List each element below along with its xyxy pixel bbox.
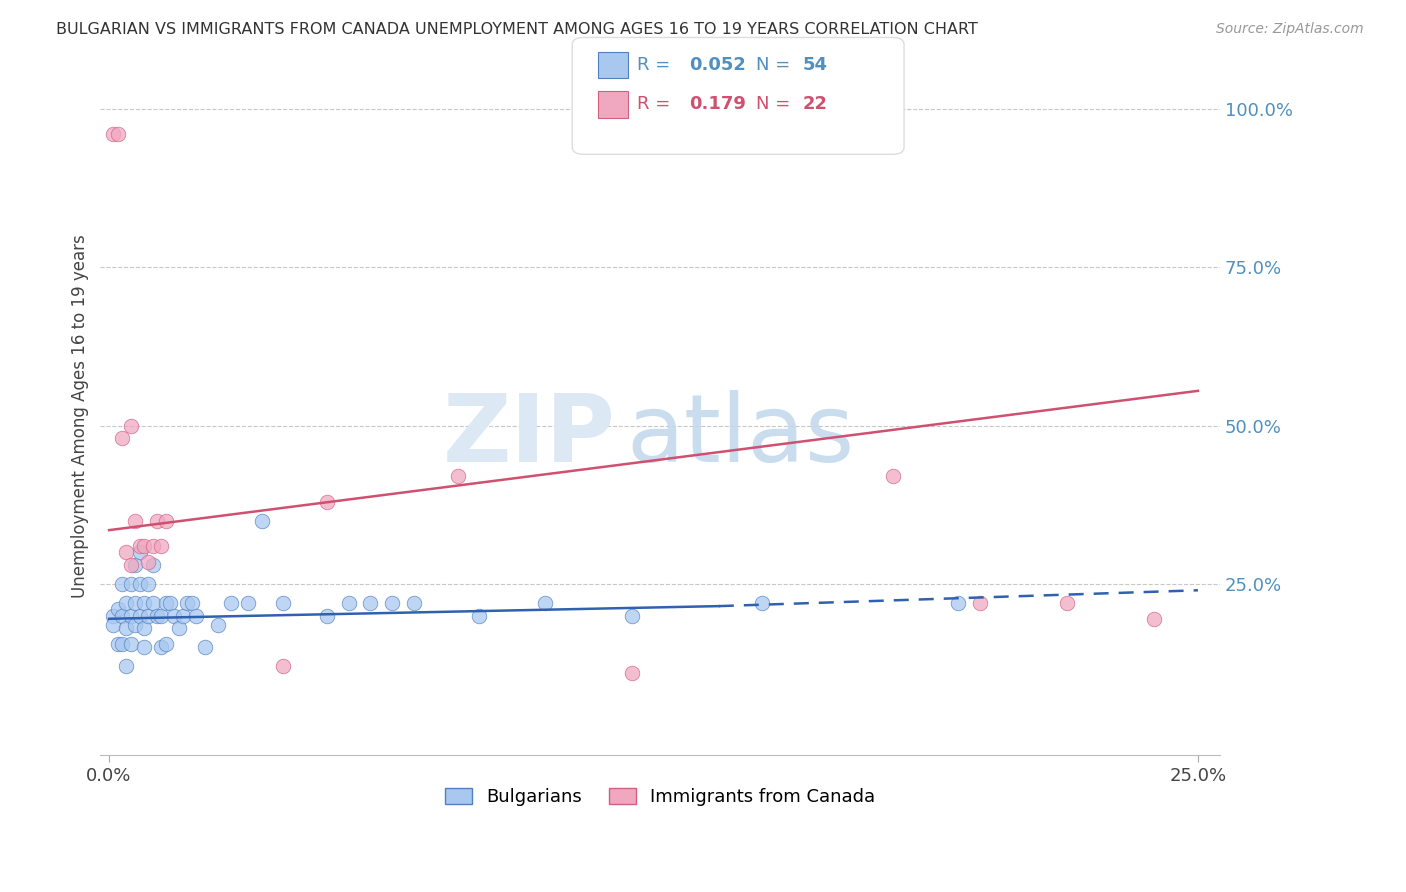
Point bbox=[163, 608, 186, 623]
Point bbox=[107, 602, 129, 616]
Point bbox=[180, 596, 202, 610]
Point bbox=[250, 514, 273, 528]
Point bbox=[155, 637, 177, 651]
Point bbox=[128, 539, 150, 553]
Point bbox=[359, 596, 381, 610]
Point bbox=[969, 596, 991, 610]
Point bbox=[124, 618, 146, 632]
Point bbox=[155, 596, 177, 610]
Point bbox=[103, 128, 125, 142]
Y-axis label: Unemployment Among Ages 16 to 19 years: Unemployment Among Ages 16 to 19 years bbox=[72, 235, 89, 598]
Point bbox=[207, 618, 229, 632]
Legend: Bulgarians, Immigrants from Canada: Bulgarians, Immigrants from Canada bbox=[437, 780, 883, 814]
Point bbox=[172, 608, 194, 623]
Point bbox=[132, 621, 155, 635]
Point bbox=[194, 640, 217, 655]
Point bbox=[107, 637, 129, 651]
Text: N =: N = bbox=[756, 95, 790, 113]
Point bbox=[176, 596, 198, 610]
Point bbox=[120, 577, 142, 591]
Point bbox=[159, 596, 181, 610]
Text: Source: ZipAtlas.com: Source: ZipAtlas.com bbox=[1216, 22, 1364, 37]
Point bbox=[124, 596, 146, 610]
Point bbox=[128, 577, 150, 591]
Point bbox=[120, 608, 142, 623]
Point bbox=[882, 469, 904, 483]
Point bbox=[111, 577, 134, 591]
Point bbox=[128, 545, 150, 559]
Text: 54: 54 bbox=[803, 56, 828, 74]
Point bbox=[1056, 596, 1078, 610]
Point bbox=[146, 514, 169, 528]
Text: R =: R = bbox=[637, 95, 671, 113]
Point bbox=[150, 608, 173, 623]
Point bbox=[271, 659, 294, 673]
Point bbox=[132, 640, 155, 655]
Text: N =: N = bbox=[756, 56, 790, 74]
Point bbox=[115, 596, 138, 610]
Point bbox=[132, 596, 155, 610]
Point bbox=[124, 514, 146, 528]
Point bbox=[128, 608, 150, 623]
Point bbox=[142, 558, 165, 572]
Point bbox=[315, 608, 337, 623]
Text: ZIP: ZIP bbox=[443, 391, 616, 483]
Point bbox=[271, 596, 294, 610]
Point bbox=[115, 621, 138, 635]
Point bbox=[948, 596, 970, 610]
Point bbox=[150, 640, 173, 655]
Point bbox=[146, 608, 169, 623]
Point bbox=[115, 545, 138, 559]
Point bbox=[167, 621, 190, 635]
Text: 22: 22 bbox=[803, 95, 828, 113]
Point bbox=[337, 596, 360, 610]
Point bbox=[124, 558, 146, 572]
Point bbox=[751, 596, 773, 610]
Text: atlas: atlas bbox=[627, 391, 855, 483]
Point bbox=[136, 577, 159, 591]
Point bbox=[1143, 612, 1166, 626]
Point bbox=[238, 596, 260, 610]
Point bbox=[132, 539, 155, 553]
Point bbox=[468, 608, 491, 623]
Point bbox=[111, 608, 134, 623]
Text: 0.052: 0.052 bbox=[689, 56, 745, 74]
Text: R =: R = bbox=[637, 56, 671, 74]
Point bbox=[381, 596, 404, 610]
Point bbox=[103, 618, 125, 632]
Point bbox=[446, 469, 468, 483]
Point bbox=[150, 539, 173, 553]
Point bbox=[111, 431, 134, 445]
Text: BULGARIAN VS IMMIGRANTS FROM CANADA UNEMPLOYMENT AMONG AGES 16 TO 19 YEARS CORRE: BULGARIAN VS IMMIGRANTS FROM CANADA UNEM… bbox=[56, 22, 979, 37]
Point bbox=[120, 637, 142, 651]
Point bbox=[155, 514, 177, 528]
Point bbox=[533, 596, 555, 610]
Point bbox=[219, 596, 242, 610]
Point bbox=[620, 608, 643, 623]
Point bbox=[186, 608, 208, 623]
Text: 0.179: 0.179 bbox=[689, 95, 745, 113]
Point bbox=[142, 596, 165, 610]
Point bbox=[142, 539, 165, 553]
Point bbox=[402, 596, 425, 610]
Point bbox=[103, 608, 125, 623]
Point bbox=[120, 418, 142, 433]
Point bbox=[111, 637, 134, 651]
Point bbox=[107, 128, 129, 142]
Point bbox=[120, 558, 142, 572]
Point bbox=[136, 555, 159, 569]
Point bbox=[315, 494, 337, 508]
Point bbox=[136, 608, 159, 623]
Point bbox=[115, 659, 138, 673]
Point bbox=[620, 665, 643, 680]
